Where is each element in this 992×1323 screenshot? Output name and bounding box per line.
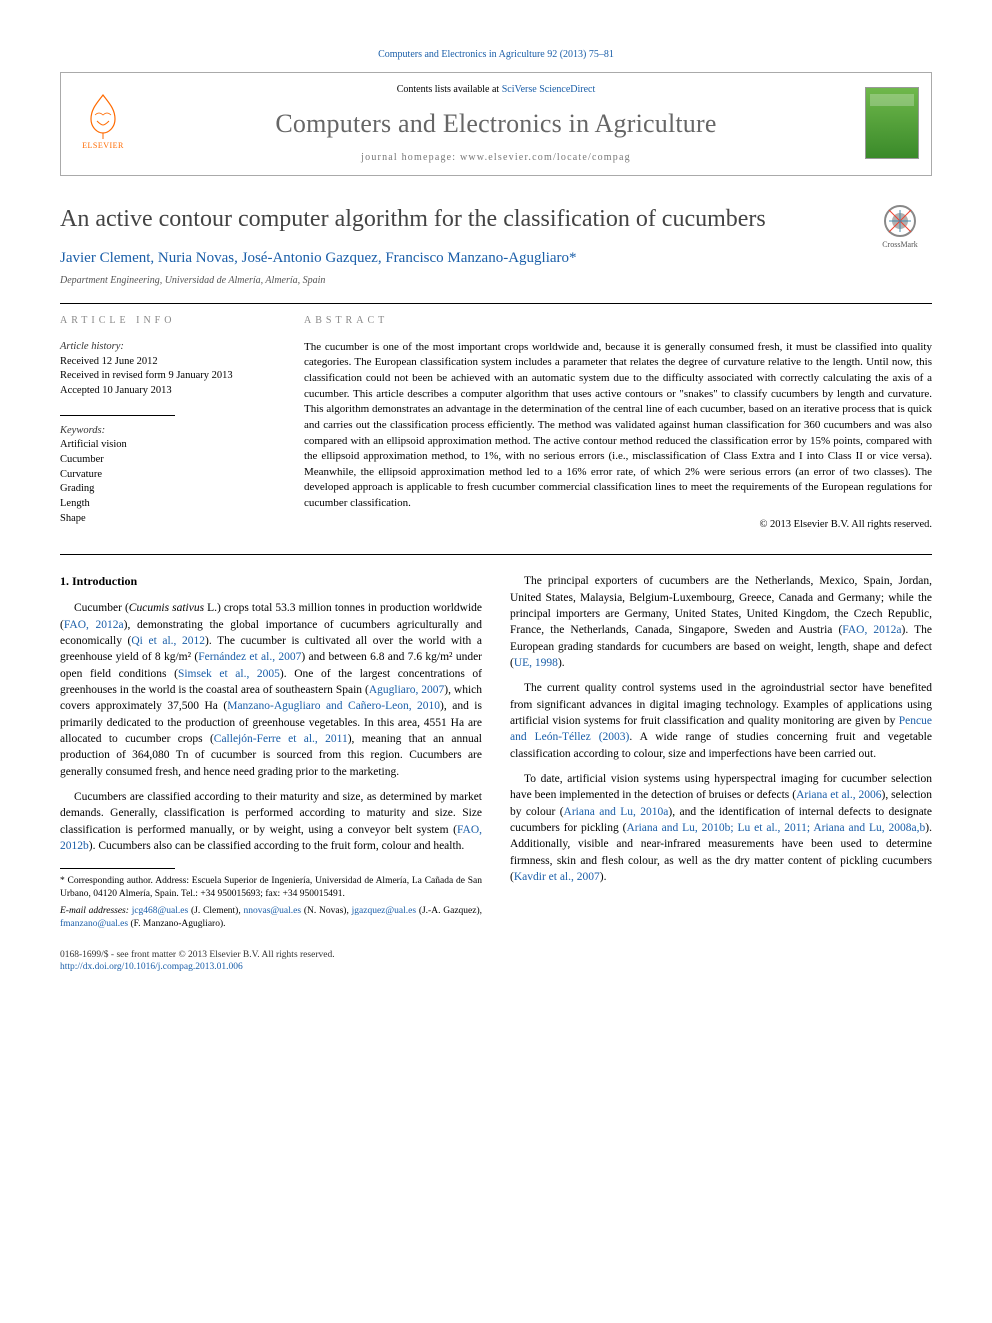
author-list: Javier Clement, Nuria Novas, José-Antoni… [60, 248, 932, 268]
email-footnote: E-mail addresses: jcg468@ual.es (J. Clem… [60, 905, 482, 931]
citation-line: Computers and Electronics in Agriculture… [60, 48, 932, 62]
rule-top [60, 303, 932, 304]
email-link[interactable]: nnovas@ual.es [244, 906, 302, 916]
article-title: An active contour computer algorithm for… [60, 204, 820, 234]
affiliation: Department Engineering, Universidad de A… [60, 274, 932, 288]
footnote-rule [60, 868, 175, 869]
ref-link[interactable]: Simsek et al., 2005 [178, 668, 280, 680]
publisher-name: ELSEVIER [82, 141, 124, 152]
page-footer: 0168-1699/$ - see front matter © 2013 El… [60, 949, 932, 975]
journal-homepage: journal homepage: www.elsevier.com/locat… [71, 151, 921, 165]
body-paragraph: Cucumbers are classified according to th… [60, 789, 482, 854]
contents-available: Contents lists available at SciVerse Sci… [71, 83, 921, 97]
ref-link[interactable]: FAO, 2012a [64, 619, 124, 631]
email-link[interactable]: fmanzano@ual.es [60, 919, 128, 929]
journal-title: Computers and Electronics in Agriculture [71, 106, 921, 141]
ref-link[interactable]: Callejón-Ferre et al., 2011 [214, 733, 348, 745]
sciencedirect-link[interactable]: SciVerse ScienceDirect [502, 84, 596, 95]
ref-link[interactable]: Kavdir et al., 2007 [514, 871, 600, 883]
footnotes: * Corresponding author. Address: Escuela… [60, 868, 482, 930]
abstract-text: The cucumber is one of the most importan… [304, 340, 932, 512]
email-link[interactable]: jcg468@ual.es [132, 906, 189, 916]
doi-link[interactable]: http://dx.doi.org/10.1016/j.compag.2013.… [60, 962, 243, 972]
journal-header: ELSEVIER Contents lists available at Sci… [60, 72, 932, 176]
body-paragraph: Cucumber (Cucumis sativus L.) crops tota… [60, 600, 482, 780]
article-history: Article history: Received 12 June 2012 R… [60, 340, 280, 399]
ref-link[interactable]: Qi et al., 2012 [131, 635, 205, 647]
email-link[interactable]: jgazquez@ual.es [352, 906, 416, 916]
ref-link[interactable]: FAO, 2012a [842, 624, 901, 636]
crossmark-icon [883, 204, 917, 238]
rule-mid [60, 554, 932, 555]
citation-link[interactable]: Computers and Electronics in Agriculture… [378, 49, 614, 60]
body-paragraph: The current quality control systems used… [510, 680, 932, 762]
crossmark-badge[interactable]: CrossMark [868, 204, 932, 250]
front-matter-line: 0168-1699/$ - see front matter © 2013 El… [60, 949, 335, 962]
ref-link[interactable]: Ariana et al., 2006 [796, 789, 881, 801]
abstract-label: ABSTRACT [304, 314, 932, 328]
abstract-copyright: © 2013 Elsevier B.V. All rights reserved… [304, 518, 932, 532]
ref-link[interactable]: UE, 1998 [514, 657, 558, 669]
author-link[interactable]: Javier Clement, Nuria Novas, José-Antoni… [60, 250, 569, 266]
ref-link[interactable]: Agugliaro, 2007 [369, 684, 444, 696]
body-paragraph: The principal exporters of cucumbers are… [510, 573, 932, 671]
publisher-logo[interactable]: ELSEVIER [73, 91, 133, 161]
elsevier-tree-icon [79, 91, 127, 139]
body-paragraph: To date, artificial vision systems using… [510, 771, 932, 885]
section-heading-intro: 1. Introduction [60, 573, 482, 590]
ref-link[interactable]: Fernández et al., 2007 [198, 651, 301, 663]
corresponding-footnote: * Corresponding author. Address: Escuela… [60, 875, 482, 901]
ref-link[interactable]: Ariana and Lu, 2010b; Lu et al., 2011; A… [626, 822, 925, 834]
keywords-block: Keywords: Artificial vision Cucumber Cur… [60, 424, 280, 527]
corresponding-marker: * [569, 250, 577, 266]
keywords-rule [60, 415, 175, 416]
ref-link[interactable]: Ariana and Lu, 2010a [564, 806, 669, 818]
article-info-label: ARTICLE INFO [60, 314, 280, 328]
ref-link[interactable]: Manzano-Agugliaro and Cañero-Leon, 2010 [227, 700, 440, 712]
article-body: 1. Introduction Cucumber (Cucumis sativu… [60, 573, 932, 930]
journal-cover-thumb[interactable] [865, 87, 919, 159]
